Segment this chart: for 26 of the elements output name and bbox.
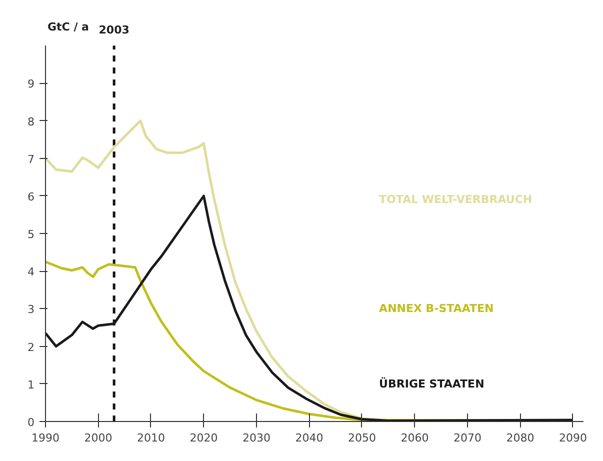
y-tick-label: 9 (28, 78, 34, 91)
y-tick-label: 2 (28, 340, 34, 354)
y-tick-label: 8 (28, 115, 34, 128)
x-tick-label: 2040 (295, 432, 324, 444)
y-axis-title: GtC / a (48, 20, 89, 34)
text: ANNEX B-STAATEN (379, 302, 494, 316)
x-tick-label: 1990 (32, 432, 60, 444)
x-tick-label: 2070 (453, 432, 482, 444)
y-tick-label: 6 (28, 190, 34, 204)
text: TOTAL WELT-VERBRAUCH (379, 193, 532, 206)
y-tick-label: 5 (28, 228, 34, 242)
y-tick-label: 1 (28, 378, 34, 392)
x-tick-label: 2080 (506, 432, 534, 444)
y-tick-label: 3 (28, 303, 34, 316)
x-tick-label: 2090 (558, 432, 587, 444)
x-tick-label: 2010 (136, 432, 165, 444)
text: ÜBRIGE STAATEN (379, 376, 484, 390)
x-tick-label: 2050 (348, 432, 376, 444)
x-tick-label: 2030 (242, 432, 270, 444)
y-tick-label: 7 (28, 152, 34, 166)
y-tick-label: 4 (28, 266, 34, 279)
x-tick-label: 2000 (84, 432, 112, 444)
ref-line-label: 2003 (98, 24, 130, 37)
x-tick-label: 2060 (400, 432, 429, 444)
y-tick-label: 0 (28, 416, 34, 429)
x-tick-label: 2020 (190, 432, 218, 444)
